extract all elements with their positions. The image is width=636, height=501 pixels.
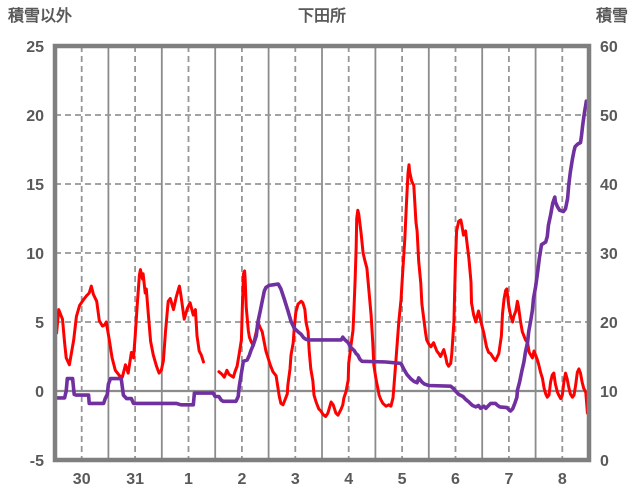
x-axis-tick-label: 5 (398, 471, 407, 488)
x-axis-tick-label: 4 (344, 471, 353, 488)
x-axis-tick-label: 30 (73, 471, 91, 488)
right-axis-title: 積雪 (595, 8, 628, 25)
right-axis-tick-label: 30 (600, 246, 618, 263)
plot-frame (52, 43, 592, 463)
x-axis-tick-label: 6 (451, 471, 460, 488)
left-axis-tick-label: -5 (30, 453, 44, 470)
right-axis-tick-label: 60 (600, 39, 618, 56)
left-axis-tick-label: 5 (35, 315, 44, 332)
series-lines (54, 99, 591, 418)
left-axis-title: 積雪以外 (8, 8, 73, 25)
x-axis-tick-label: 3 (291, 471, 300, 488)
left-axis-tick-label: 15 (26, 177, 44, 194)
right-axis-tick-label: 10 (600, 384, 618, 401)
right-axis-tick-label: 0 (600, 453, 609, 470)
right-axis-tick-label: 20 (600, 315, 618, 332)
chart-title: 下田所 (297, 8, 346, 25)
x-axis-tick-label: 2 (237, 471, 246, 488)
left-axis-tick-label: 20 (26, 108, 44, 125)
x-axis-tick-label: 31 (126, 471, 144, 488)
x-axis-tick-label: 7 (504, 471, 513, 488)
left-axis-tick-label: 0 (35, 384, 44, 401)
left-axis-tick-label: 10 (26, 246, 44, 263)
gridlines (55, 46, 589, 460)
plot-border (52, 43, 592, 463)
right-axis-tick-label: 50 (600, 108, 618, 125)
right-axis-tick-label: 40 (600, 177, 618, 194)
x-axis-tick-label: 8 (558, 471, 567, 488)
left-axis-tick-label: 25 (26, 39, 44, 56)
series-line-right (54, 99, 591, 413)
x-axis-tick-label: 1 (184, 471, 193, 488)
series-line-left (55, 268, 205, 379)
series-line-left (217, 163, 589, 418)
